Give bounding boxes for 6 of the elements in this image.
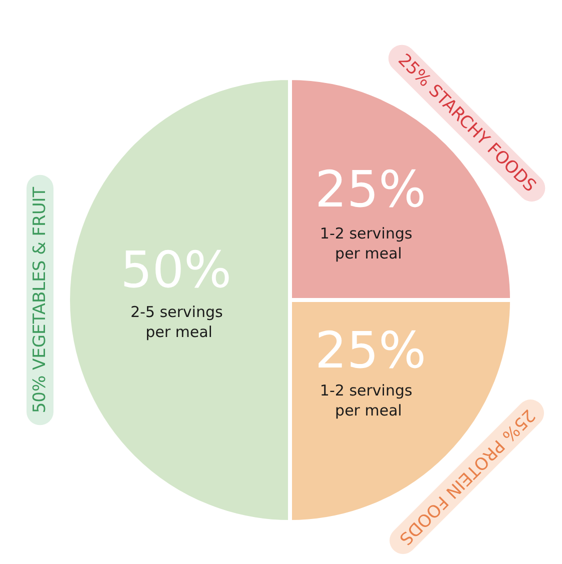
data-label: 25% xyxy=(315,322,426,380)
data-label: 25% xyxy=(315,160,426,218)
text: 1-2 servings per meal xyxy=(320,381,418,420)
text: 1-2 servings per meal xyxy=(320,224,418,263)
slice-label: 50% VEGETABLES & FRUIT xyxy=(30,186,50,414)
text: 2-5 servings per meal xyxy=(130,303,228,341)
